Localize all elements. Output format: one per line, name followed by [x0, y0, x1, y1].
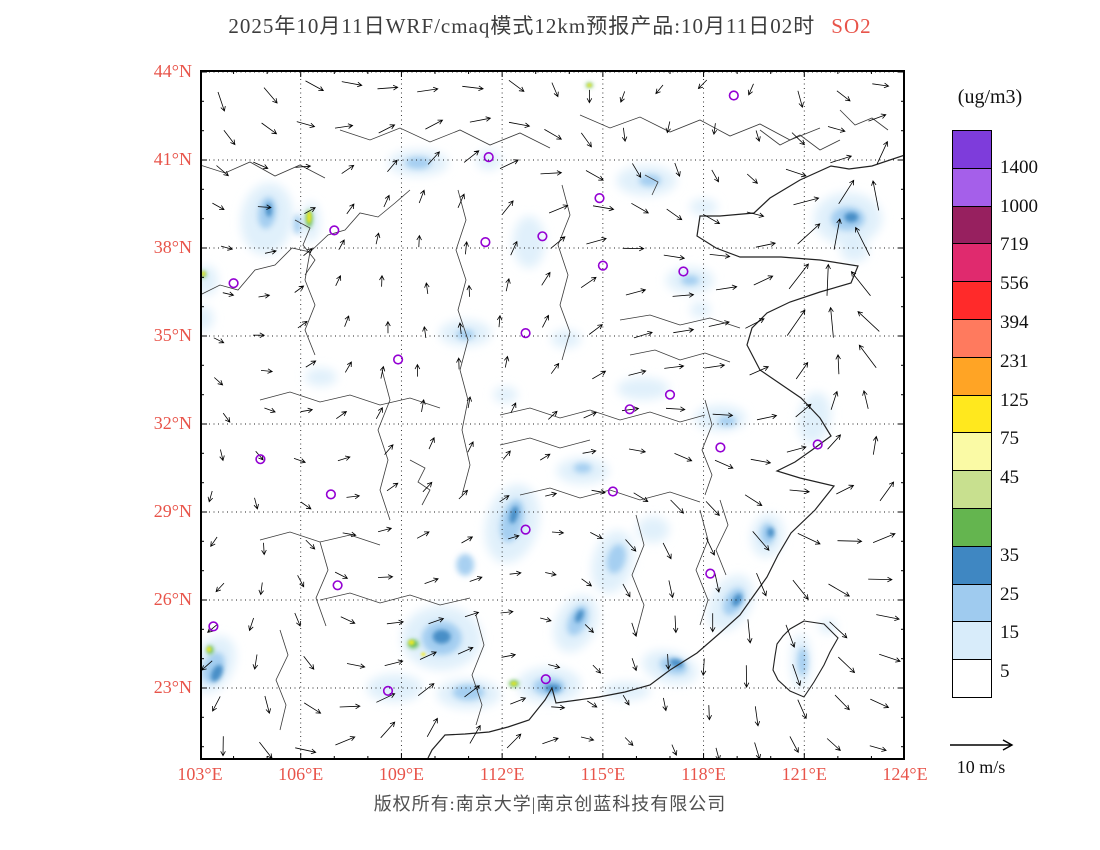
legend-boundary-label: 25 [1000, 583, 1019, 605]
legend-boundary-label: 1000 [1000, 195, 1038, 217]
legend-boundary-label: 35 [1000, 544, 1019, 566]
legend-swatch [952, 432, 992, 472]
city-marker [812, 439, 823, 450]
legend-boundary-label: 45 [1000, 467, 1019, 489]
legend-boundary-label: 125 [1000, 389, 1029, 411]
city-marker [728, 90, 739, 101]
legend-swatch [952, 621, 992, 661]
legend-swatch [952, 356, 992, 396]
city-marker [607, 486, 619, 497]
legend-swatch [952, 130, 992, 169]
legend-swatch [952, 507, 992, 547]
legend-boundary-label: 394 [1000, 312, 1029, 333]
so2-shading-layer [200, 82, 882, 709]
legend-swatch [952, 205, 992, 245]
city-marker [332, 580, 343, 591]
lat-label: 32°N [153, 413, 192, 433]
city-marker [208, 621, 219, 632]
legend-boundary-label: 556 [1000, 273, 1029, 295]
lon-label: 115°E [580, 764, 626, 784]
legend-boundary-label: 231 [1000, 350, 1029, 372]
province-borders [200, 109, 905, 759]
map-frame [200, 70, 905, 760]
lon-label: 118°E [681, 764, 726, 784]
city-marker [540, 674, 551, 685]
city-marker [624, 404, 635, 415]
pollutant-label: SO2 [831, 14, 872, 38]
chart-title: 2025年10月11日WRF/cmaq模式12km预报产品:10月11日02时 S… [0, 10, 1100, 40]
legend-swatch [952, 167, 992, 207]
legend-swatch [952, 545, 992, 585]
city-marker [715, 442, 726, 453]
legend-swatch [952, 318, 992, 358]
copyright-text: 版权所有:南京大学|南京创蓝科技有限公司 [373, 794, 727, 814]
city-marker [597, 260, 609, 271]
city-marker [664, 389, 676, 400]
legend-swatch [952, 243, 992, 283]
wind-scale-label: 10 m/s [956, 757, 1006, 777]
lat-label: 23°N [153, 677, 192, 697]
legend-swatch [952, 470, 992, 509]
legend-boundary-label: 75 [1000, 428, 1019, 450]
lon-label: 103°E [177, 764, 223, 784]
lat-label: 44°N [153, 61, 192, 81]
legend-swatch [952, 659, 992, 698]
city-marker [255, 454, 266, 465]
legend-boundary-label: 5 [1000, 661, 1010, 683]
lat-label: 41°N [153, 149, 192, 169]
lon-label: 106°E [278, 764, 324, 784]
legend-boundary-label: 1400 [1000, 156, 1038, 178]
lat-label: 38°N [153, 237, 192, 257]
legend-swatch [952, 281, 992, 320]
city-marker [480, 237, 491, 248]
city-marker [594, 193, 605, 204]
map-canvas [199, 70, 906, 760]
legend-swatch [952, 583, 992, 623]
city-marker [325, 489, 336, 500]
legend-boundary-label: 719 [1000, 234, 1029, 256]
legend-boundary-label: 15 [1000, 622, 1019, 644]
lon-label: 124°E [882, 764, 928, 784]
legend-swatch [952, 394, 992, 434]
city-marker [678, 266, 689, 277]
lat-label: 26°N [153, 589, 192, 609]
city-marker [520, 328, 531, 339]
lat-label: 35°N [153, 325, 192, 345]
lon-label: 112°E [479, 764, 525, 784]
lat-label: 29°N [153, 501, 192, 521]
city-marker [520, 524, 531, 535]
wind-vectors-layer [201, 79, 901, 760]
colorbar-units: (ug/m3) [957, 86, 1023, 108]
chart-title-text: 2025年10月11日WRF/cmaq模式12km预报产品:10月11日02时 [228, 14, 816, 38]
lon-label: 121°E [781, 764, 827, 784]
map-area [199, 70, 906, 760]
city-marker [483, 151, 494, 163]
city-marker [382, 685, 394, 697]
city-marker [329, 225, 340, 236]
city-marker [393, 354, 404, 365]
city-marker [705, 568, 716, 579]
city-marker [537, 231, 548, 242]
city-markers-layer [208, 90, 823, 697]
wind-scale-arrow [948, 736, 1018, 759]
city-marker [228, 278, 239, 289]
lon-label: 109°E [378, 764, 425, 784]
colorbar [952, 130, 992, 698]
